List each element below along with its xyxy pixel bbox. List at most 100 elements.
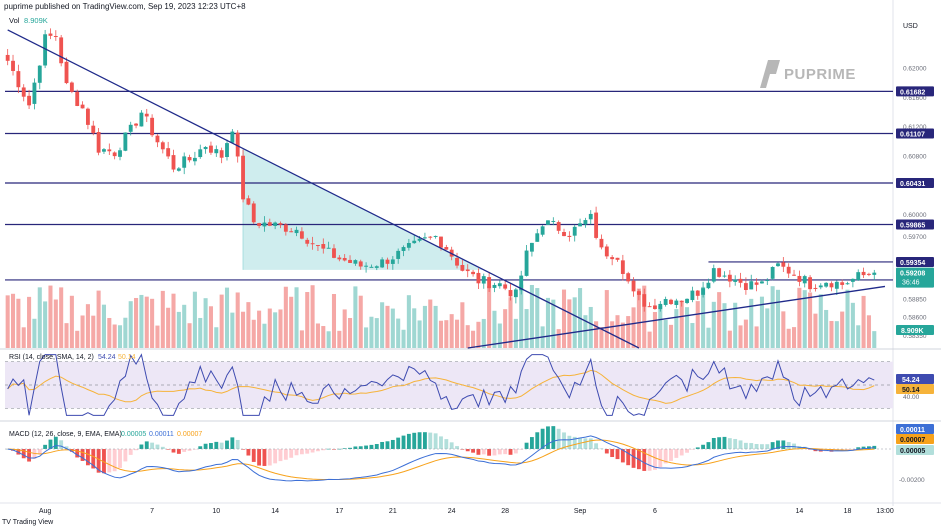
- candle-body: [412, 240, 417, 244]
- candle-body: [235, 132, 240, 157]
- candle-body: [695, 290, 700, 296]
- rsi-ma-legend: 50.14: [118, 354, 136, 361]
- volume-bar: [85, 304, 90, 348]
- rsi-value-legend: 54.24: [98, 354, 116, 361]
- volume-bar: [412, 308, 417, 348]
- candle-body: [749, 281, 754, 290]
- volume-bars: [5, 284, 877, 348]
- price-level-label-bg: [896, 86, 934, 97]
- volume-bar: [754, 326, 759, 348]
- volume-bar: [620, 322, 625, 348]
- volume-bar: [834, 321, 839, 348]
- time-tick-label: 28: [501, 508, 509, 515]
- volume-bar: [481, 318, 486, 348]
- macd-hist-bar: [733, 438, 738, 449]
- macd-hist-tag-bg: [896, 445, 934, 455]
- bar-countdown: 36:46: [902, 280, 920, 287]
- candle-body: [706, 282, 711, 289]
- macd-hist-bar: [171, 449, 176, 453]
- candle-body: [508, 290, 513, 297]
- volume-bar: [241, 311, 246, 348]
- macd-hist-bar: [299, 449, 304, 455]
- macd-hist-bar: [48, 439, 53, 449]
- volume-bar: [808, 292, 813, 348]
- rsi-title: RSI (14, close, SMA, 14, 2): [9, 354, 94, 361]
- macd-hist-bar: [160, 446, 165, 449]
- currency-label: USD: [903, 23, 918, 30]
- volume-bar: [246, 302, 251, 348]
- candle-body: [802, 276, 807, 284]
- volume-bar: [845, 289, 850, 348]
- macd-hist-bar: [497, 449, 502, 455]
- candle-body: [337, 257, 342, 260]
- macd-hist-bar: [118, 449, 122, 468]
- volume-bar: [53, 299, 58, 348]
- volume-bar: [444, 320, 449, 348]
- macd-hist-bar: [342, 448, 347, 449]
- macd-hist-bar: [257, 449, 262, 466]
- volume-bar: [374, 318, 379, 348]
- volume-bar: [449, 314, 454, 348]
- macd-hist-bar: [786, 442, 791, 449]
- macd-hist-bar: [524, 442, 529, 449]
- macd-hist-bar: [444, 439, 449, 449]
- volume-bar: [487, 285, 492, 348]
- macd-hist-bar: [358, 446, 363, 449]
- volume-bar: [80, 315, 85, 348]
- volume-bar: [294, 287, 299, 348]
- volume-bar: [438, 320, 444, 348]
- candle-body: [626, 273, 631, 282]
- candle-body: [690, 290, 695, 301]
- macd-hist-bar: [396, 437, 401, 449]
- price-level-label: 0.59865: [900, 223, 925, 230]
- macd-hist-bar: [53, 436, 58, 449]
- macd-hist-bar: [867, 446, 871, 449]
- volume-bar: [59, 287, 64, 348]
- macd-hist-bar: [374, 444, 379, 449]
- macd-title: MACD (12, 26, close, 9, EMA, EMA): [9, 431, 122, 438]
- candle-body: [781, 262, 786, 267]
- candle-body: [385, 259, 390, 264]
- volume-bar: [856, 325, 861, 348]
- candle-body: [380, 259, 385, 268]
- price-tick-label: 0.58350: [903, 333, 927, 340]
- candle-body: [267, 222, 272, 226]
- volume-bar: [385, 305, 390, 348]
- candle-body: [5, 54, 10, 61]
- volume-bar: [5, 295, 10, 348]
- macd-hist-bar: [449, 442, 454, 449]
- volume-bar: [10, 293, 16, 348]
- volume-bar: [289, 296, 294, 348]
- candle-body: [139, 112, 144, 127]
- candle-body: [620, 260, 625, 274]
- candle-body: [813, 287, 818, 289]
- candle-body: [765, 280, 770, 282]
- candle-body: [251, 203, 256, 223]
- macd-hist-bar: [695, 447, 700, 449]
- macd-hist-bar: [845, 449, 850, 451]
- volume-bar: [406, 295, 411, 348]
- macd-histogram: [5, 426, 877, 474]
- volume-bar: [198, 317, 203, 348]
- candle-body: [123, 132, 128, 151]
- candle-body: [369, 266, 374, 268]
- candle-body: [209, 145, 213, 153]
- macd-hist-bar: [738, 440, 743, 449]
- macd-hist-bar: [529, 437, 534, 449]
- macd-signal-tag-bg: [896, 434, 934, 444]
- rsi-value-tag-bg: [896, 374, 934, 384]
- macd-line: [7, 435, 875, 482]
- volume-bar: [813, 313, 818, 348]
- macd-hist-bar: [176, 449, 181, 454]
- candle-body: [551, 220, 556, 222]
- candle-body: [128, 124, 133, 132]
- volume-bar: [21, 327, 26, 348]
- candle-body: [658, 303, 663, 310]
- time-tick-label: 14: [795, 508, 803, 515]
- candle-body: [43, 34, 48, 66]
- candle-body: [727, 274, 732, 282]
- volume-bar: [492, 310, 497, 348]
- macd-hist-bar: [289, 449, 294, 458]
- volume-bar: [348, 317, 353, 348]
- price-tick-label: 0.58600: [903, 315, 927, 322]
